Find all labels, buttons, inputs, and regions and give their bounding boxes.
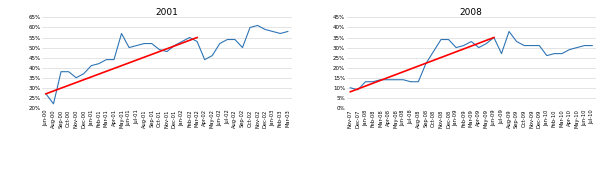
Title: 2008: 2008 [460,8,483,17]
Title: 2001: 2001 [155,8,178,17]
